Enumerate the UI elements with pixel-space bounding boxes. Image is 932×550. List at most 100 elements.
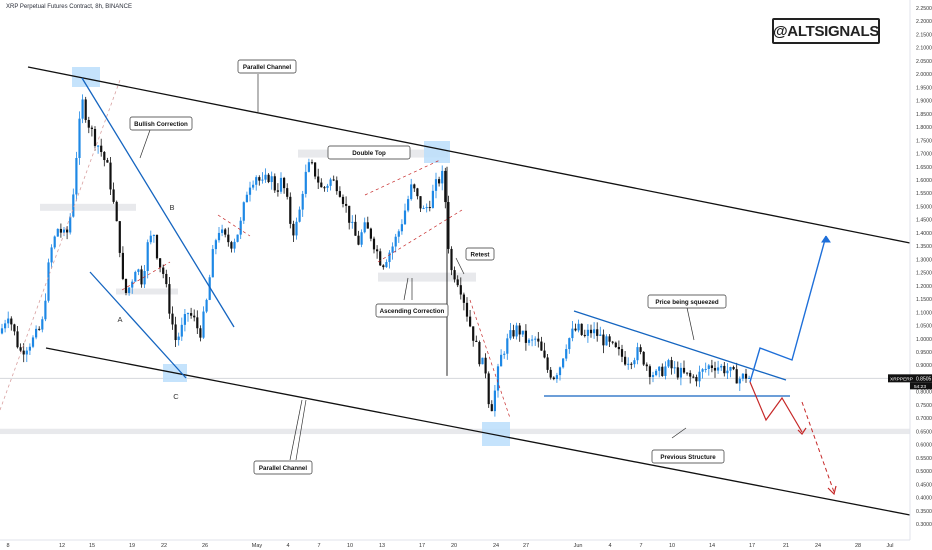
time-tick-label: 15 [89, 543, 95, 549]
candle-body [93, 128, 97, 146]
time-tick-label: 4 [608, 543, 611, 549]
candle-body [438, 179, 441, 184]
candle-body [97, 145, 100, 147]
candle-body [35, 328, 38, 338]
dashed-trend-1 [0, 79, 121, 411]
candle-body [13, 324, 16, 332]
candle-body [419, 196, 422, 209]
candle-body [707, 365, 710, 369]
candle-body [698, 371, 701, 382]
candle-body [441, 170, 444, 184]
candle-body [152, 234, 155, 236]
price-tick-label: 1.3000 [916, 257, 932, 263]
annotation-box [647, 294, 727, 309]
candle-body [571, 328, 574, 339]
projection-down-arrowhead-1 [797, 427, 807, 435]
candle-body [388, 252, 391, 263]
dashed-trend-5 [217, 214, 251, 237]
time-tick-label: 28 [855, 543, 861, 549]
candle-body [456, 279, 459, 286]
candle-body [521, 330, 524, 335]
candle-body [310, 162, 314, 164]
candle-body [252, 184, 255, 188]
candle-body [732, 367, 735, 370]
annotation-label: Bullish Correction [134, 121, 188, 128]
candle-body [469, 316, 472, 327]
callout-leader-3 [403, 277, 409, 301]
wave-label-a: A [117, 315, 122, 324]
candle-body [25, 350, 28, 355]
candle-body [540, 341, 543, 351]
candle-body [165, 273, 168, 285]
price-tick-label: 0.7500 [916, 403, 932, 409]
candle-body [676, 367, 679, 378]
candle-body [258, 177, 261, 181]
price-tick-label: 1.6000 [916, 178, 932, 184]
candle-body [134, 271, 137, 282]
candle-body [301, 193, 304, 210]
annotation-box [651, 449, 725, 464]
candle-body [112, 189, 115, 202]
candle-body [295, 221, 298, 236]
annotation-label: Parallel Channel [259, 465, 307, 472]
time-tick-label: 27 [523, 543, 529, 549]
candle-body [506, 338, 509, 354]
candle-body [403, 210, 407, 225]
candle-body [124, 278, 128, 293]
channel-upper-line [27, 66, 911, 244]
candle-body [289, 196, 292, 224]
annotation-previous-structure: Previous Structure [651, 449, 725, 464]
time-tick-label: 7 [639, 543, 642, 549]
annotation-retest: Retest [465, 247, 495, 261]
candle-body [317, 176, 320, 183]
time-tick-label: May [252, 543, 263, 549]
candle-body [661, 366, 664, 376]
time-tick-label: Jul [886, 543, 893, 549]
candle-body [286, 188, 289, 197]
candle-body [211, 249, 214, 278]
time-tick-label: 7 [317, 543, 320, 549]
candle-body [620, 349, 624, 357]
price-tick-label: 1.1500 [916, 297, 932, 303]
candle-body [416, 188, 419, 197]
candle-body [131, 281, 134, 288]
candle-body [611, 341, 614, 343]
highlight-low [482, 422, 510, 446]
candle-body [475, 340, 478, 343]
candle-body [304, 171, 307, 194]
candle-body [394, 236, 397, 247]
price-tick-label: 1.4500 [916, 218, 932, 224]
candle-body [190, 313, 193, 316]
candle-body [636, 347, 639, 361]
candle-body [748, 377, 751, 379]
candle-body [723, 365, 726, 374]
candle-body [298, 209, 301, 222]
candle-body [397, 231, 400, 237]
triangle-upper-line [573, 310, 787, 381]
candle-body [233, 241, 236, 249]
candle-body [348, 205, 351, 223]
price-tick-label: 0.6500 [916, 429, 932, 435]
candle-body [472, 326, 475, 341]
highlight-double-top [424, 141, 450, 163]
candle-body [410, 184, 413, 200]
candle-body [248, 187, 252, 195]
zone-retest [378, 272, 476, 282]
projection-down-path-2 [801, 401, 835, 493]
price-tick-label: 1.0500 [916, 324, 932, 330]
candle-body [47, 262, 50, 301]
candle-body [360, 232, 363, 245]
price-tick-label: 1.4000 [916, 231, 932, 237]
candle-body [682, 367, 686, 373]
projection-up-path [749, 235, 827, 383]
candle-body [673, 367, 676, 369]
annotation-label: Parallel Channel [243, 64, 291, 71]
candle-body [75, 157, 78, 195]
time-tick-label: 10 [669, 543, 675, 549]
candle-body [462, 294, 465, 303]
candle-body [500, 354, 503, 367]
candle-body [493, 390, 496, 412]
price-tick-label: 0.8000 [916, 390, 932, 396]
candle-body [385, 262, 388, 268]
